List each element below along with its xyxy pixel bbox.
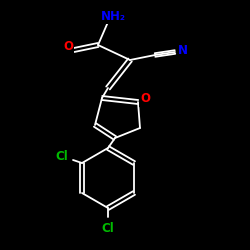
Text: NH₂: NH₂: [100, 10, 126, 22]
Text: O: O: [140, 92, 150, 106]
Text: N: N: [178, 44, 188, 58]
Text: Cl: Cl: [56, 150, 68, 162]
Text: O: O: [63, 40, 73, 52]
Text: Cl: Cl: [102, 222, 114, 234]
